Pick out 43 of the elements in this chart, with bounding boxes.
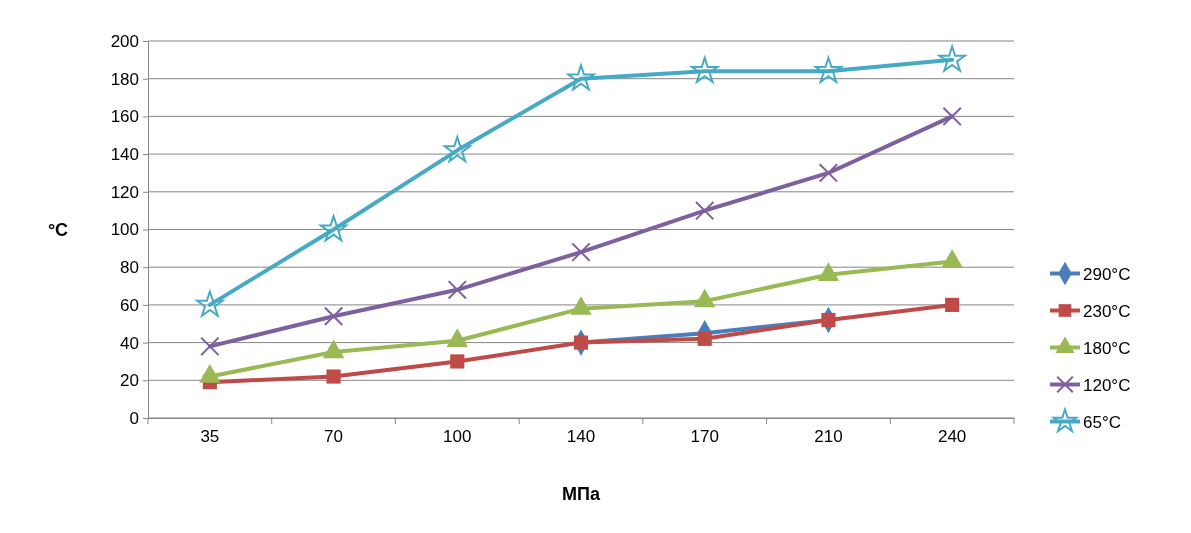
x-axis-title: МПа [562, 484, 601, 504]
y-tick-label: 0 [129, 408, 139, 428]
point [812, 54, 844, 85]
point [945, 297, 960, 312]
legend-label: 120°C [1083, 375, 1131, 395]
point [447, 280, 467, 300]
x-tick-label: 240 [937, 427, 967, 447]
y-tick-label: 60 [120, 295, 139, 315]
x-tick-label: 70 [324, 427, 344, 447]
y-tick-label: 180 [110, 69, 139, 89]
y-axis-title: °C [47, 220, 69, 240]
y-tick-label: 140 [110, 145, 139, 165]
y-tick-label: 120 [110, 182, 139, 202]
legend-label: 290°C [1083, 264, 1131, 284]
point [573, 335, 589, 350]
point [326, 369, 341, 384]
point [818, 163, 839, 183]
point [200, 336, 220, 357]
point [441, 134, 473, 164]
legend-label: 180°C [1083, 338, 1131, 358]
point [323, 306, 344, 326]
y-tick-label: 40 [120, 333, 139, 353]
y-tick-label: 100 [110, 220, 139, 240]
point [821, 312, 836, 328]
point [318, 213, 350, 243]
y-tick-label: 80 [120, 258, 139, 278]
point [194, 288, 226, 319]
point [697, 331, 712, 346]
y-tick-label: 200 [110, 31, 139, 51]
point [571, 242, 591, 262]
x-tick-label: 170 [690, 427, 719, 447]
x-tick-label: 210 [814, 427, 843, 447]
point [942, 106, 962, 127]
y-tick-label: 20 [120, 371, 139, 391]
x-tick-label: 100 [443, 427, 472, 447]
x-tick-label: 35 [200, 427, 220, 447]
point [695, 200, 715, 221]
x-tick-label: 140 [566, 427, 596, 447]
legend-label: 65°C [1083, 412, 1121, 432]
point [450, 354, 465, 369]
legend-label: 230°C [1083, 301, 1131, 321]
point [689, 54, 721, 85]
y-tick-label: 160 [110, 107, 139, 127]
